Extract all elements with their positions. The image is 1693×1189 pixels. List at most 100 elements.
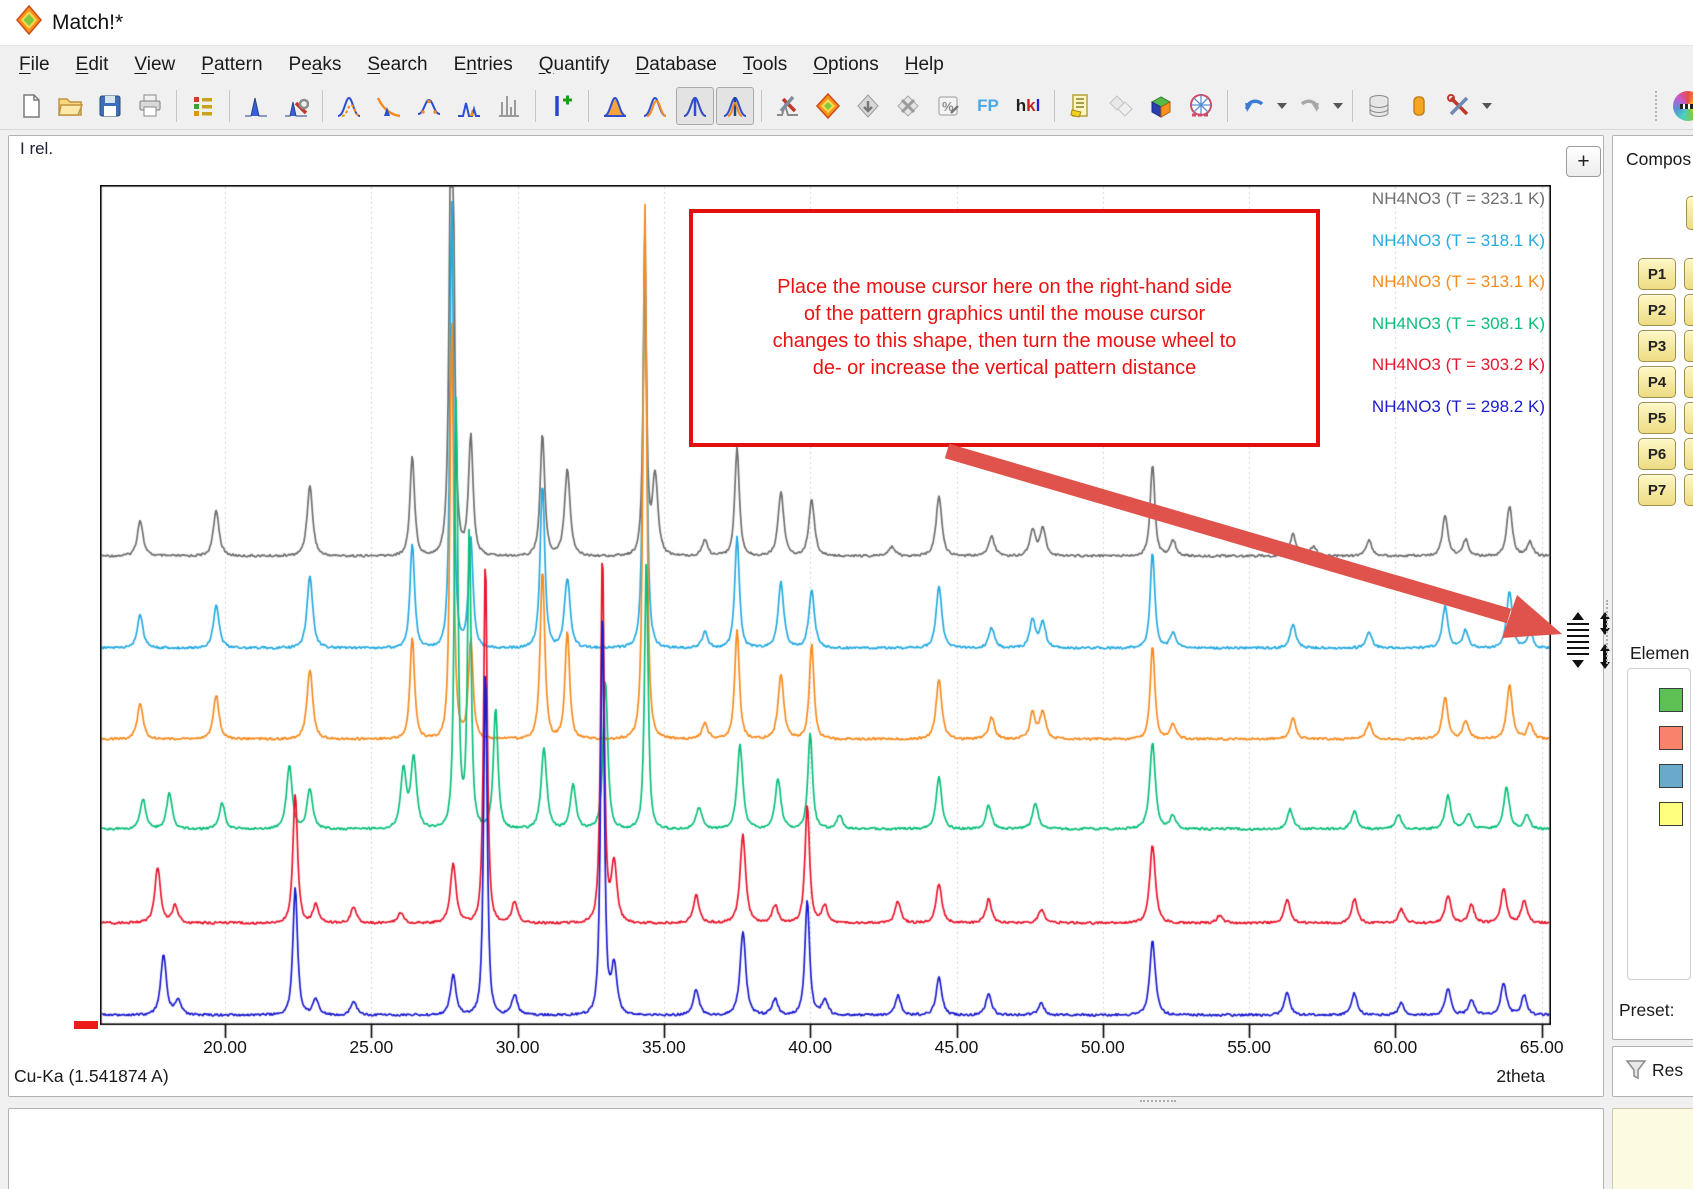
element-color-swatch[interactable] <box>1659 726 1683 750</box>
entry-list-icon[interactable] <box>184 87 222 125</box>
crystal-structure-icon[interactable] <box>1182 87 1220 125</box>
x-tick-label: 35.00 <box>641 1037 686 1057</box>
print-icon[interactable] <box>131 87 169 125</box>
phase-button-partial[interactable] <box>1684 366 1693 398</box>
phase-button-p4[interactable]: P4 <box>1638 366 1676 398</box>
peak-search-icon[interactable] <box>237 87 275 125</box>
menu-peaks[interactable]: Peaks <box>288 53 342 75</box>
x-axis-label: 2theta <box>1496 1066 1545 1086</box>
x-tick-label: 60.00 <box>1373 1037 1418 1057</box>
element-color-swatch[interactable] <box>1659 802 1683 826</box>
phase-button-p1[interactable]: P1 <box>1638 258 1676 290</box>
alpha2-stripping-icon[interactable] <box>450 87 488 125</box>
phase-button-partial[interactable] <box>1684 402 1693 434</box>
phase-button-p2[interactable]: P2 <box>1638 294 1676 326</box>
element-color-swatch[interactable] <box>1659 688 1683 712</box>
new-file-icon[interactable] <box>11 87 49 125</box>
reference-pattern-db-icon[interactable] <box>1400 87 1438 125</box>
undo-icon[interactable] <box>1235 87 1273 125</box>
phase-button-partial[interactable] <box>1684 258 1693 290</box>
bottom-list-panel <box>8 1108 1604 1189</box>
save-icon[interactable] <box>91 87 129 125</box>
search-match-settings-icon[interactable] <box>769 87 807 125</box>
peak-toolbox-icon[interactable] <box>277 87 315 125</box>
patterns-overlay-icon[interactable] <box>636 87 674 125</box>
menu-entries[interactable]: Entries <box>453 53 513 75</box>
entry-delete-icon[interactable] <box>889 87 927 125</box>
diamonds-faded-icon[interactable] <box>1102 87 1140 125</box>
add-peak-icon[interactable] <box>543 87 581 125</box>
menu-tools[interactable]: Tools <box>742 53 788 75</box>
window-title: Match!* <box>52 10 124 34</box>
unit-cell-icon[interactable] <box>1142 87 1180 125</box>
menu-search[interactable]: Search <box>367 53 428 75</box>
pattern-zoom-b-icon[interactable] <box>716 87 754 125</box>
phase-button-partial[interactable] <box>1684 330 1693 362</box>
undo-caret-icon[interactable] <box>1274 87 1290 125</box>
filter-funnel-icon[interactable] <box>1624 1058 1648 1082</box>
menu-edit[interactable]: Edit <box>75 53 109 75</box>
hkl-label-icon[interactable]: hkl <box>1015 96 1041 115</box>
restraints-label: Res <box>1652 1060 1684 1080</box>
fp-label-icon[interactable]: FP <box>977 96 999 115</box>
phase-button-p6[interactable]: P6 <box>1638 438 1676 470</box>
tools-settings-icon[interactable] <box>1440 87 1478 125</box>
phase-button-partial[interactable] <box>1684 474 1693 506</box>
phase-button-p7[interactable]: P7 <box>1638 474 1676 506</box>
toolbar-separator <box>176 90 177 122</box>
element-color-swatch[interactable] <box>1659 764 1683 788</box>
phase-button-p3[interactable]: P3 <box>1638 330 1676 362</box>
search-match-icon[interactable] <box>809 87 847 125</box>
redo-icon[interactable] <box>1291 87 1329 125</box>
phase-button-partial[interactable] <box>1684 438 1693 470</box>
menu-view[interactable]: View <box>134 53 176 75</box>
phase-button-partial[interactable] <box>1684 294 1693 326</box>
quantify-icon[interactable]: % <box>929 87 967 125</box>
menu-pattern[interactable]: Pattern <box>201 53 263 75</box>
title-bar: Match!* <box>0 0 1693 46</box>
toolbar-separator <box>1227 90 1228 122</box>
info-note-panel <box>1612 1108 1693 1189</box>
redo-caret-icon[interactable] <box>1330 87 1346 125</box>
menu-help[interactable]: Help <box>904 53 944 75</box>
menu-database[interactable]: Database <box>635 53 717 75</box>
results-filter-panel <box>1612 1046 1693 1097</box>
add-pattern-button[interactable]: + <box>1566 146 1601 177</box>
legend-entry: NH4NO3 (T = 313.1 K) <box>1371 272 1545 291</box>
annotation-callout: Place the mouse cursor here on the right… <box>689 209 1320 447</box>
menu-quantify[interactable]: Quantify <box>538 53 610 75</box>
tools-caret-icon[interactable] <box>1479 87 1495 125</box>
x-tick-label: 55.00 <box>1227 1037 1271 1057</box>
raw-data-bars-icon[interactable] <box>490 87 528 125</box>
toolbar-separator <box>229 90 230 122</box>
report-icon[interactable] <box>1062 87 1100 125</box>
background-subtraction-icon[interactable] <box>370 87 408 125</box>
open-folder-icon[interactable] <box>51 87 89 125</box>
legend-entry: NH4NO3 (T = 323.1 K) <box>1371 189 1545 208</box>
menu-file[interactable]: File <box>19 53 50 75</box>
entry-demote-icon[interactable] <box>849 87 887 125</box>
database-icon[interactable] <box>1360 87 1398 125</box>
pattern-filled-icon[interactable] <box>596 87 634 125</box>
legend-entry: NH4NO3 (T = 318.1 K) <box>1371 230 1545 250</box>
phase-button-p5[interactable]: P5 <box>1638 402 1676 434</box>
toolbar-grip-icon <box>1655 91 1660 121</box>
pattern-zoom-a-icon[interactable] <box>676 87 714 125</box>
smoothing-icon[interactable] <box>410 87 448 125</box>
phase-button-partial[interactable] <box>1686 196 1693 230</box>
color-wheel-icon[interactable] <box>1669 87 1693 125</box>
menu-options[interactable]: Options <box>813 53 879 75</box>
x-tick-label: 65.00 <box>1519 1037 1564 1057</box>
toolbar: % FP hkl <box>0 83 1693 130</box>
radiation-label: Cu-Ka (1.541874 A) <box>14 1066 169 1086</box>
elements-groupbox <box>1627 668 1691 980</box>
axis-origin-marker <box>74 1021 98 1029</box>
legend-entry: NH4NO3 (T = 303.2 K) <box>1371 355 1545 374</box>
x-tick-label: 20.00 <box>203 1037 247 1057</box>
x-tick-label: 25.00 <box>349 1037 394 1057</box>
horizontal-splitter[interactable] <box>1140 1100 1176 1104</box>
profile-fit-icon[interactable] <box>330 87 368 125</box>
y-axis-label: I rel. <box>20 139 54 158</box>
vertical-splitter[interactable] <box>1606 600 1610 664</box>
